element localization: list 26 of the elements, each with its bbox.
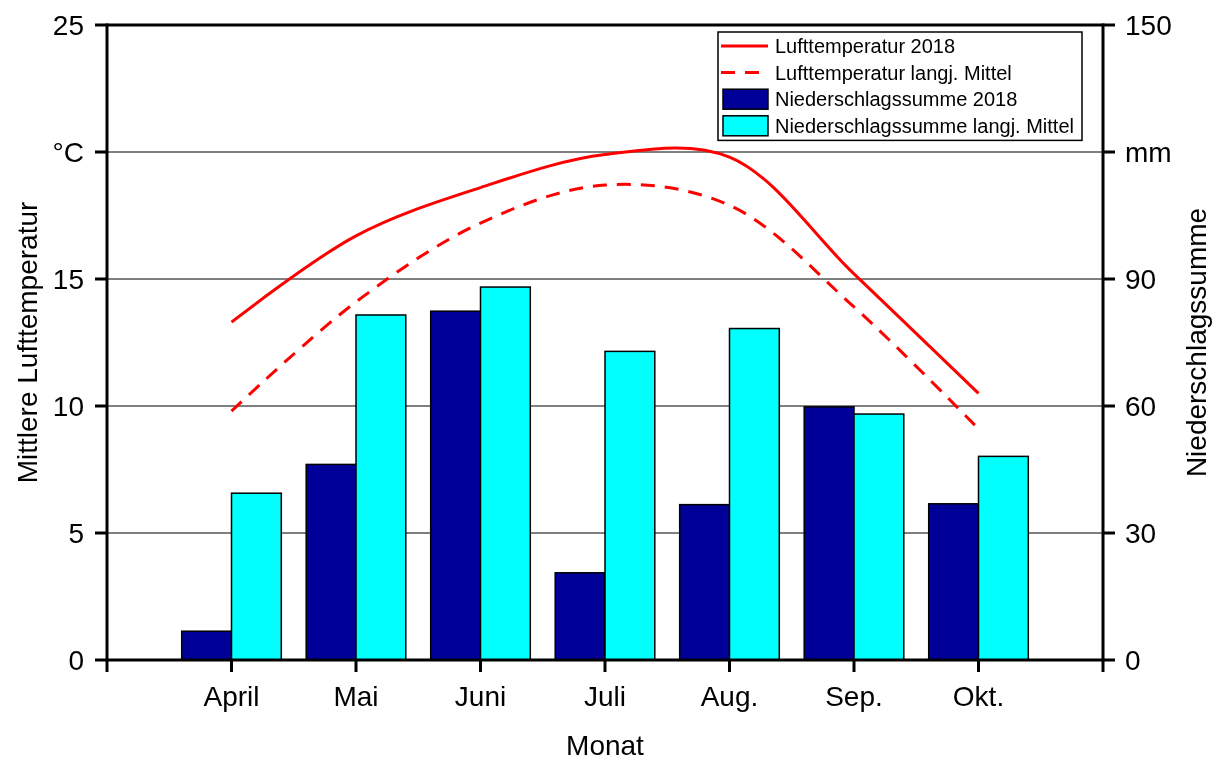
- x-axis-title: Monat: [566, 729, 645, 760]
- legend-label: Niederschlagssumme 2018: [775, 88, 1018, 111]
- legend-label: Niederschlagssumme langj. Mittel: [775, 114, 1075, 137]
- x-tick-label: Sep.: [825, 680, 883, 712]
- y2-tick-label: 0: [1125, 644, 1141, 676]
- y2-axis-title: Niederschlagssumme: [1180, 207, 1212, 478]
- legend-label: Lufttemperatur langj. Mittel: [775, 61, 1012, 84]
- y2-tick-label: 60: [1125, 390, 1157, 422]
- y2-tick-label: 30: [1125, 517, 1157, 549]
- x-tick-label: Aug.: [700, 680, 759, 712]
- y-tick-label: °C: [52, 136, 84, 168]
- y-tick-label: 15: [52, 263, 84, 295]
- y2-tick-label: 90: [1125, 263, 1157, 295]
- y-tick-label: 5: [68, 517, 84, 549]
- y-tick-label: 25: [52, 9, 84, 41]
- y2-tick-label: 150: [1125, 9, 1172, 41]
- x-tick-label: April: [203, 680, 260, 712]
- x-tick-label: Juli: [583, 680, 627, 712]
- x-tick-label: Okt.: [952, 680, 1005, 712]
- x-tick-label: Juni: [454, 680, 507, 712]
- legend-label: Lufttemperatur 2018: [775, 35, 956, 57]
- y-tick-label: 10: [52, 390, 84, 422]
- y-axis-title: Mittlere Lufttemperatur: [11, 201, 43, 484]
- x-tick-label: Mai: [333, 680, 379, 712]
- y2-tick-label: mm: [1125, 136, 1172, 168]
- y-tick-label: 0: [68, 644, 84, 676]
